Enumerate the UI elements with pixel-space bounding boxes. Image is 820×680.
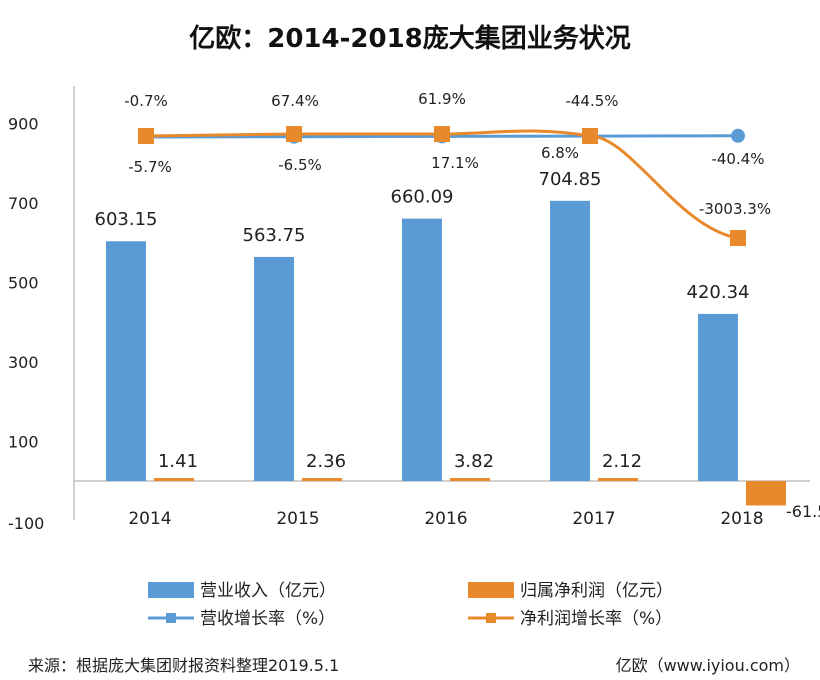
x-tick-label: 2017 <box>572 509 615 529</box>
data-label-revenue: 603.15 <box>95 209 158 230</box>
bar-net-profit <box>598 478 638 481</box>
x-tick-label: 2014 <box>128 509 171 529</box>
data-label-revenue: 704.85 <box>539 169 602 190</box>
data-label-revenue-growth: 6.8% <box>541 144 579 162</box>
data-label-revenue-growth: -5.7% <box>128 158 172 176</box>
data-label-net-profit: 3.82 <box>454 451 494 472</box>
data-label-net-profit: 2.12 <box>602 451 642 472</box>
x-tick-label: 2016 <box>424 509 467 529</box>
bar-net-profit <box>154 478 194 481</box>
data-label-net-profit-growth: -0.7% <box>124 92 168 110</box>
marker-net-profit-growth <box>138 128 154 144</box>
bar-net-profit <box>302 478 342 481</box>
data-label-revenue-growth: -6.5% <box>278 156 322 174</box>
legend-swatch <box>468 582 514 598</box>
bar-revenue <box>106 241 146 481</box>
y-tick-label: 500 <box>8 273 39 292</box>
page-title: 亿欧：2014-2018庞大集团业务状况 <box>189 24 631 54</box>
data-label-net-profit-growth: -44.5% <box>565 92 618 110</box>
y-tick-label: 100 <box>8 432 39 451</box>
data-label-net-profit: 2.36 <box>306 451 346 472</box>
data-label-revenue: 420.34 <box>687 282 750 303</box>
bar-revenue <box>698 313 738 481</box>
marker-net-profit-growth <box>286 126 302 142</box>
legend-label: 净利润增长率（%） <box>520 609 672 629</box>
y-tick-label: 900 <box>8 114 39 133</box>
x-tick-label: 2015 <box>276 509 319 529</box>
legend-label: 营收增长率（%） <box>200 609 335 629</box>
bar-revenue <box>254 256 294 481</box>
legend-label: 营业收入（亿元） <box>200 581 336 601</box>
line-net-profit-growth <box>145 129 739 240</box>
legend-swatch <box>148 582 194 598</box>
data-label-net-profit: -61.55 <box>786 502 820 521</box>
brand-note: 亿欧（www.iyiou.com） <box>615 656 800 675</box>
marker-net-profit-growth <box>730 230 746 246</box>
data-label-revenue: 660.09 <box>391 187 454 208</box>
legend-marker <box>166 613 176 623</box>
marker-net-profit-growth <box>582 128 598 144</box>
data-label-net-profit-growth: 67.4% <box>271 92 319 110</box>
data-label-revenue: 563.75 <box>243 225 306 246</box>
data-label-net-profit-growth: -3003.3% <box>699 200 771 218</box>
data-label-net-profit: 1.41 <box>158 451 198 472</box>
marker-net-profit-growth <box>434 126 450 142</box>
source-note: 来源：根据庞大集团财报资料整理2019.5.1 <box>28 656 340 675</box>
bar-net-profit <box>450 478 490 481</box>
data-label-revenue-growth: -40.4% <box>711 150 764 168</box>
legend-marker <box>486 613 496 623</box>
y-tick-label: 700 <box>8 194 39 213</box>
marker-revenue-growth <box>731 128 745 143</box>
y-tick-label: -100 <box>8 514 44 533</box>
bar-revenue <box>550 200 590 481</box>
bar-revenue <box>402 218 442 481</box>
y-tick-label: 300 <box>8 353 39 372</box>
x-tick-label: 2018 <box>720 509 763 529</box>
data-label-revenue-growth: 17.1% <box>431 154 479 172</box>
data-label-net-profit-growth: 61.9% <box>418 90 466 108</box>
bar-net-profit <box>746 481 786 506</box>
legend-label: 归属净利润（亿元） <box>520 581 673 601</box>
